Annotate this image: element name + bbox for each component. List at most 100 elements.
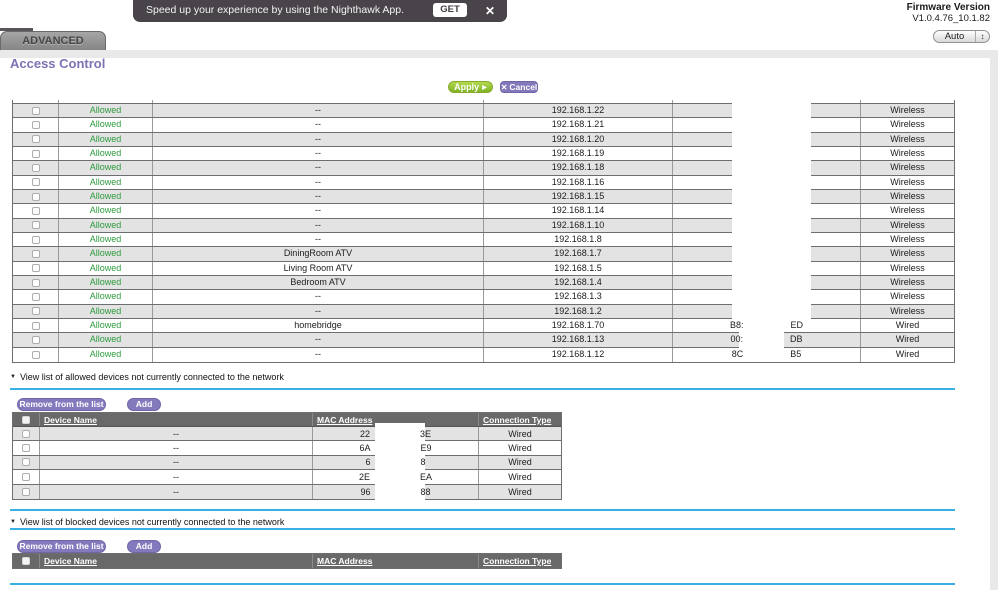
cancel-button[interactable]: ✕ Cancel	[500, 81, 538, 93]
apply-button[interactable]: Apply ▶	[448, 81, 493, 93]
mac-address-cell	[673, 304, 861, 318]
top-edge-decoration	[0, 28, 33, 31]
remove-from-list-button[interactable]: Remove from the list	[17, 540, 106, 553]
select-all-checkbox[interactable]	[22, 415, 30, 424]
select-all-checkbox[interactable]	[22, 557, 30, 565]
row-checkbox[interactable]	[31, 106, 40, 115]
status-cell: Allowed	[59, 118, 153, 132]
app-promo-banner: Speed up your experience by using the Ni…	[133, 0, 507, 22]
column-device-name: Device Name	[40, 554, 313, 568]
table-row: Allowed -- 192.168.1.2 Wireless	[13, 304, 954, 319]
row-checkbox[interactable]	[31, 264, 40, 273]
connection-type-cell: Wireless	[890, 276, 925, 287]
get-app-button[interactable]: GET	[433, 3, 467, 17]
cancel-x-icon: ✕	[500, 82, 508, 92]
mac-address-cell	[673, 189, 861, 204]
status-cell: Allowed	[59, 347, 153, 362]
row-checkbox[interactable]	[22, 444, 30, 453]
row-checkbox-cell	[13, 175, 59, 189]
header-divider-band	[0, 50, 998, 58]
connection-type-cell: Wireless	[890, 176, 925, 187]
add-button[interactable]: Add	[127, 398, 161, 411]
allowed-section-toggle[interactable]: ▼ View list of allowed devices not curre…	[10, 372, 284, 382]
row-checkbox[interactable]	[31, 120, 40, 129]
row-checkbox[interactable]	[31, 321, 40, 330]
row-checkbox[interactable]	[22, 472, 30, 481]
row-checkbox[interactable]	[22, 458, 30, 467]
row-checkbox[interactable]	[31, 178, 40, 187]
row-checkbox[interactable]	[31, 206, 40, 215]
row-checkbox[interactable]	[31, 192, 40, 201]
mac-address-cell	[673, 118, 861, 132]
device-name-cell: --	[153, 333, 484, 347]
mac-address-cell	[673, 146, 861, 161]
status-cell: Allowed	[59, 175, 153, 189]
table-row: Allowed -- 192.168.1.10 Wireless	[13, 218, 954, 233]
mac-left-fragment: 8C	[731, 349, 744, 360]
ip-address-cell: 192.168.1.13	[484, 333, 673, 347]
status-cell: Allowed	[59, 304, 153, 318]
connection-type-cell: Wireless	[890, 291, 925, 302]
connection-type-cell: Wireless	[890, 119, 925, 130]
device-name-cell: --	[153, 161, 484, 175]
device-name-cell: --	[40, 484, 313, 499]
row-checkbox[interactable]	[31, 235, 40, 244]
row-checkbox[interactable]	[31, 307, 40, 316]
mac-address-cell	[673, 204, 861, 218]
status-cell: Allowed	[59, 275, 153, 290]
status-cell: Allowed	[59, 232, 153, 247]
ip-address-cell: 192.168.1.10	[484, 218, 673, 232]
row-checkbox[interactable]	[31, 278, 40, 287]
column-device-name: Device Name	[40, 413, 313, 426]
connection-type-cell: Wireless	[890, 105, 925, 116]
row-checkbox[interactable]	[31, 249, 40, 258]
row-checkbox-cell	[13, 333, 59, 347]
row-checkbox[interactable]	[31, 163, 40, 172]
remove-from-list-button[interactable]: Remove from the list	[17, 398, 106, 411]
row-checkbox[interactable]	[31, 221, 40, 230]
row-checkbox[interactable]	[31, 335, 40, 344]
ip-address-cell: 192.168.1.22	[484, 104, 673, 118]
row-checkbox[interactable]	[31, 350, 40, 359]
blocked-section-toggle[interactable]: ▼ View list of blocked devices not curre…	[10, 517, 284, 527]
mac-address-cell: 6A E9	[313, 441, 479, 455]
table-row: Allowed -- 192.168.1.14 Wireless	[13, 204, 954, 219]
table-header: Device Name MAC Address Connection Type	[13, 554, 561, 568]
table-row: Allowed -- 192.168.1.21 Wireless	[13, 118, 954, 133]
ip-address-cell: 192.168.1.8	[484, 232, 673, 247]
device-name-cell: --	[153, 118, 484, 132]
scrollbar-track[interactable]	[990, 50, 998, 590]
mac-address-cell	[673, 261, 861, 275]
tab-advanced[interactable]: ADVANCED	[0, 31, 106, 50]
mac-right-fragment: EA	[420, 471, 433, 482]
row-checkbox[interactable]	[31, 135, 40, 144]
row-checkbox[interactable]	[22, 487, 30, 496]
row-checkbox-cell	[13, 161, 59, 175]
mac-redaction-overlay	[375, 423, 425, 502]
allowed-section-title: View list of allowed devices not current…	[19, 372, 284, 382]
column-mac-address: MAC Address	[313, 554, 479, 568]
status-cell: Allowed	[59, 261, 153, 275]
add-button[interactable]: Add	[127, 540, 161, 553]
table-row: Allowed -- 192.168.1.15 Wireless	[13, 189, 954, 205]
connection-type-cell: Wireless	[890, 262, 925, 273]
auto-dropdown[interactable]: Auto ↕	[933, 30, 990, 43]
mac-left-fragment: 00:	[730, 334, 743, 345]
row-checkbox[interactable]	[22, 429, 30, 438]
mac-left-fragment: 6A	[359, 443, 371, 454]
row-checkbox[interactable]	[31, 149, 40, 158]
connection-type-cell: Wireless	[890, 219, 925, 230]
allowed-devices-table: Device Name MAC Address Connection Type …	[12, 412, 562, 500]
mac-address-cell	[673, 104, 861, 118]
device-name-cell: --	[153, 146, 484, 161]
section-divider	[10, 509, 955, 511]
row-checkbox-cell	[13, 290, 59, 304]
close-icon[interactable]: ✕	[485, 4, 496, 18]
ip-address-cell: 192.168.1.21	[484, 118, 673, 132]
status-cell: Allowed	[59, 104, 153, 118]
mac-address-cell	[673, 218, 861, 232]
row-checkbox-cell	[13, 304, 59, 318]
row-checkbox[interactable]	[31, 292, 40, 301]
mac-right-fragment: 88	[420, 486, 431, 497]
table-row: -- 22 3E Wired	[13, 427, 561, 442]
